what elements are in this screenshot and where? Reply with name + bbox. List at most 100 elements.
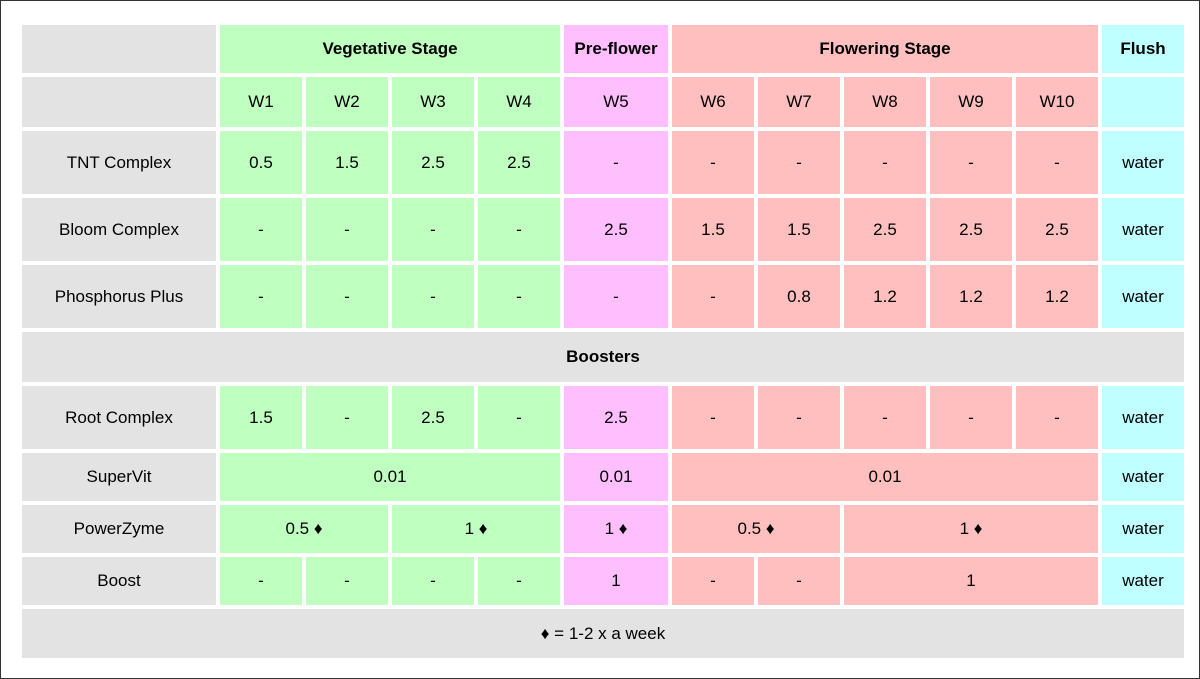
week-header: W7 — [758, 77, 840, 127]
row-bloom-complex: Bloom Complex - - - - 2.5 1.5 1.5 2.5 2.… — [22, 198, 1184, 261]
week-header: W9 — [930, 77, 1012, 127]
dose-cell: - — [478, 265, 560, 328]
row-powerzyme: PowerZyme 0.5 ♦ 1 ♦ 1 ♦ 0.5 ♦ 1 ♦ water — [22, 505, 1184, 553]
dose-cell: 2.5 — [564, 198, 668, 261]
dose-cell: - — [478, 557, 560, 605]
dose-cell: 1 ♦ — [844, 505, 1098, 553]
dose-cell: 1.5 — [672, 198, 754, 261]
dose-cell: - — [844, 131, 926, 194]
dose-cell: - — [306, 265, 388, 328]
flush-cell: water — [1102, 131, 1184, 194]
dose-cell: - — [478, 198, 560, 261]
dose-cell: 2.5 — [844, 198, 926, 261]
flush-cell: water — [1102, 505, 1184, 553]
dose-cell: 0.5 — [220, 131, 302, 194]
footnote: ♦ = 1-2 x a week — [22, 609, 1184, 658]
row-tnt-complex: TNT Complex 0.5 1.5 2.5 2.5 - - - - - - … — [22, 131, 1184, 194]
dose-cell: - — [1016, 386, 1098, 449]
dose-cell: - — [564, 131, 668, 194]
dose-cell: 2.5 — [1016, 198, 1098, 261]
week-header: W8 — [844, 77, 926, 127]
dose-cell: 1 ♦ — [392, 505, 560, 553]
dose-cell: - — [564, 265, 668, 328]
dose-cell: - — [392, 198, 474, 261]
dose-cell: 2.5 — [564, 386, 668, 449]
row-root-complex: Root Complex 1.5 - 2.5 - 2.5 - - - - - w… — [22, 386, 1184, 449]
flush-cell: water — [1102, 265, 1184, 328]
week-header-row: W1 W2 W3 W4 W5 W6 W7 W8 W9 W10 — [22, 77, 1184, 127]
week-header: W10 — [1016, 77, 1098, 127]
row-label: Boost — [22, 557, 216, 605]
footnote-row: ♦ = 1-2 x a week — [22, 609, 1184, 658]
feeding-schedule-table: Vegetative Stage Pre-flower Flowering St… — [18, 21, 1188, 662]
dose-cell: - — [930, 386, 1012, 449]
dose-cell: 1 — [844, 557, 1098, 605]
stage-vegetative: Vegetative Stage — [220, 25, 560, 73]
dose-cell: 0.5 ♦ — [220, 505, 388, 553]
dose-cell: 1 ♦ — [564, 505, 668, 553]
dose-cell: - — [758, 131, 840, 194]
dose-cell: - — [220, 557, 302, 605]
flush-cell: water — [1102, 198, 1184, 261]
dose-cell: 2.5 — [392, 131, 474, 194]
week-header: W3 — [392, 77, 474, 127]
stage-flowering: Flowering Stage — [672, 25, 1098, 73]
flush-cell: water — [1102, 386, 1184, 449]
dose-cell: - — [672, 557, 754, 605]
boosters-title: Boosters — [22, 332, 1184, 382]
dose-cell: 1.2 — [844, 265, 926, 328]
dose-cell: - — [392, 265, 474, 328]
dose-cell: - — [220, 265, 302, 328]
week-header: W2 — [306, 77, 388, 127]
dose-cell: - — [220, 198, 302, 261]
dose-cell: - — [306, 198, 388, 261]
stage-header-row: Vegetative Stage Pre-flower Flowering St… — [22, 25, 1184, 73]
dose-cell: - — [1016, 131, 1098, 194]
dose-cell: 0.8 — [758, 265, 840, 328]
dose-cell: - — [672, 386, 754, 449]
dose-cell: - — [478, 386, 560, 449]
corner-cell — [22, 25, 216, 73]
dose-cell: 0.5 ♦ — [672, 505, 840, 553]
dose-cell: - — [306, 557, 388, 605]
row-label: Bloom Complex — [22, 198, 216, 261]
dose-cell: - — [844, 386, 926, 449]
dose-cell: 0.01 — [672, 453, 1098, 501]
dose-cell: - — [392, 557, 474, 605]
dose-cell: - — [758, 557, 840, 605]
stage-preflower: Pre-flower — [564, 25, 668, 73]
week-header: W6 — [672, 77, 754, 127]
dose-cell: 1.5 — [758, 198, 840, 261]
row-boost: Boost - - - - 1 - - 1 water — [22, 557, 1184, 605]
row-label: TNT Complex — [22, 131, 216, 194]
dose-cell: 2.5 — [478, 131, 560, 194]
dose-cell: - — [306, 386, 388, 449]
dose-cell: - — [930, 131, 1012, 194]
dose-cell: 2.5 — [930, 198, 1012, 261]
dose-cell: - — [672, 131, 754, 194]
dose-cell: - — [672, 265, 754, 328]
row-label: SuperVit — [22, 453, 216, 501]
row-label: PowerZyme — [22, 505, 216, 553]
dose-cell: 0.01 — [220, 453, 560, 501]
flush-cell: water — [1102, 557, 1184, 605]
dose-cell: 1.5 — [306, 131, 388, 194]
row-supervit: SuperVit 0.01 0.01 0.01 water — [22, 453, 1184, 501]
week-corner-cell — [22, 77, 216, 127]
dose-cell: 1.2 — [930, 265, 1012, 328]
boosters-header-row: Boosters — [22, 332, 1184, 382]
dose-cell: 1.2 — [1016, 265, 1098, 328]
dose-cell: 0.01 — [564, 453, 668, 501]
week-header: W4 — [478, 77, 560, 127]
dose-cell: - — [758, 386, 840, 449]
dose-cell: 1.5 — [220, 386, 302, 449]
row-phosphorus-plus: Phosphorus Plus - - - - - - 0.8 1.2 1.2 … — [22, 265, 1184, 328]
week-header: W1 — [220, 77, 302, 127]
stage-flush: Flush — [1102, 25, 1184, 73]
dose-cell: 2.5 — [392, 386, 474, 449]
row-label: Phosphorus Plus — [22, 265, 216, 328]
dose-cell: 1 — [564, 557, 668, 605]
week-header: W5 — [564, 77, 668, 127]
row-label: Root Complex — [22, 386, 216, 449]
